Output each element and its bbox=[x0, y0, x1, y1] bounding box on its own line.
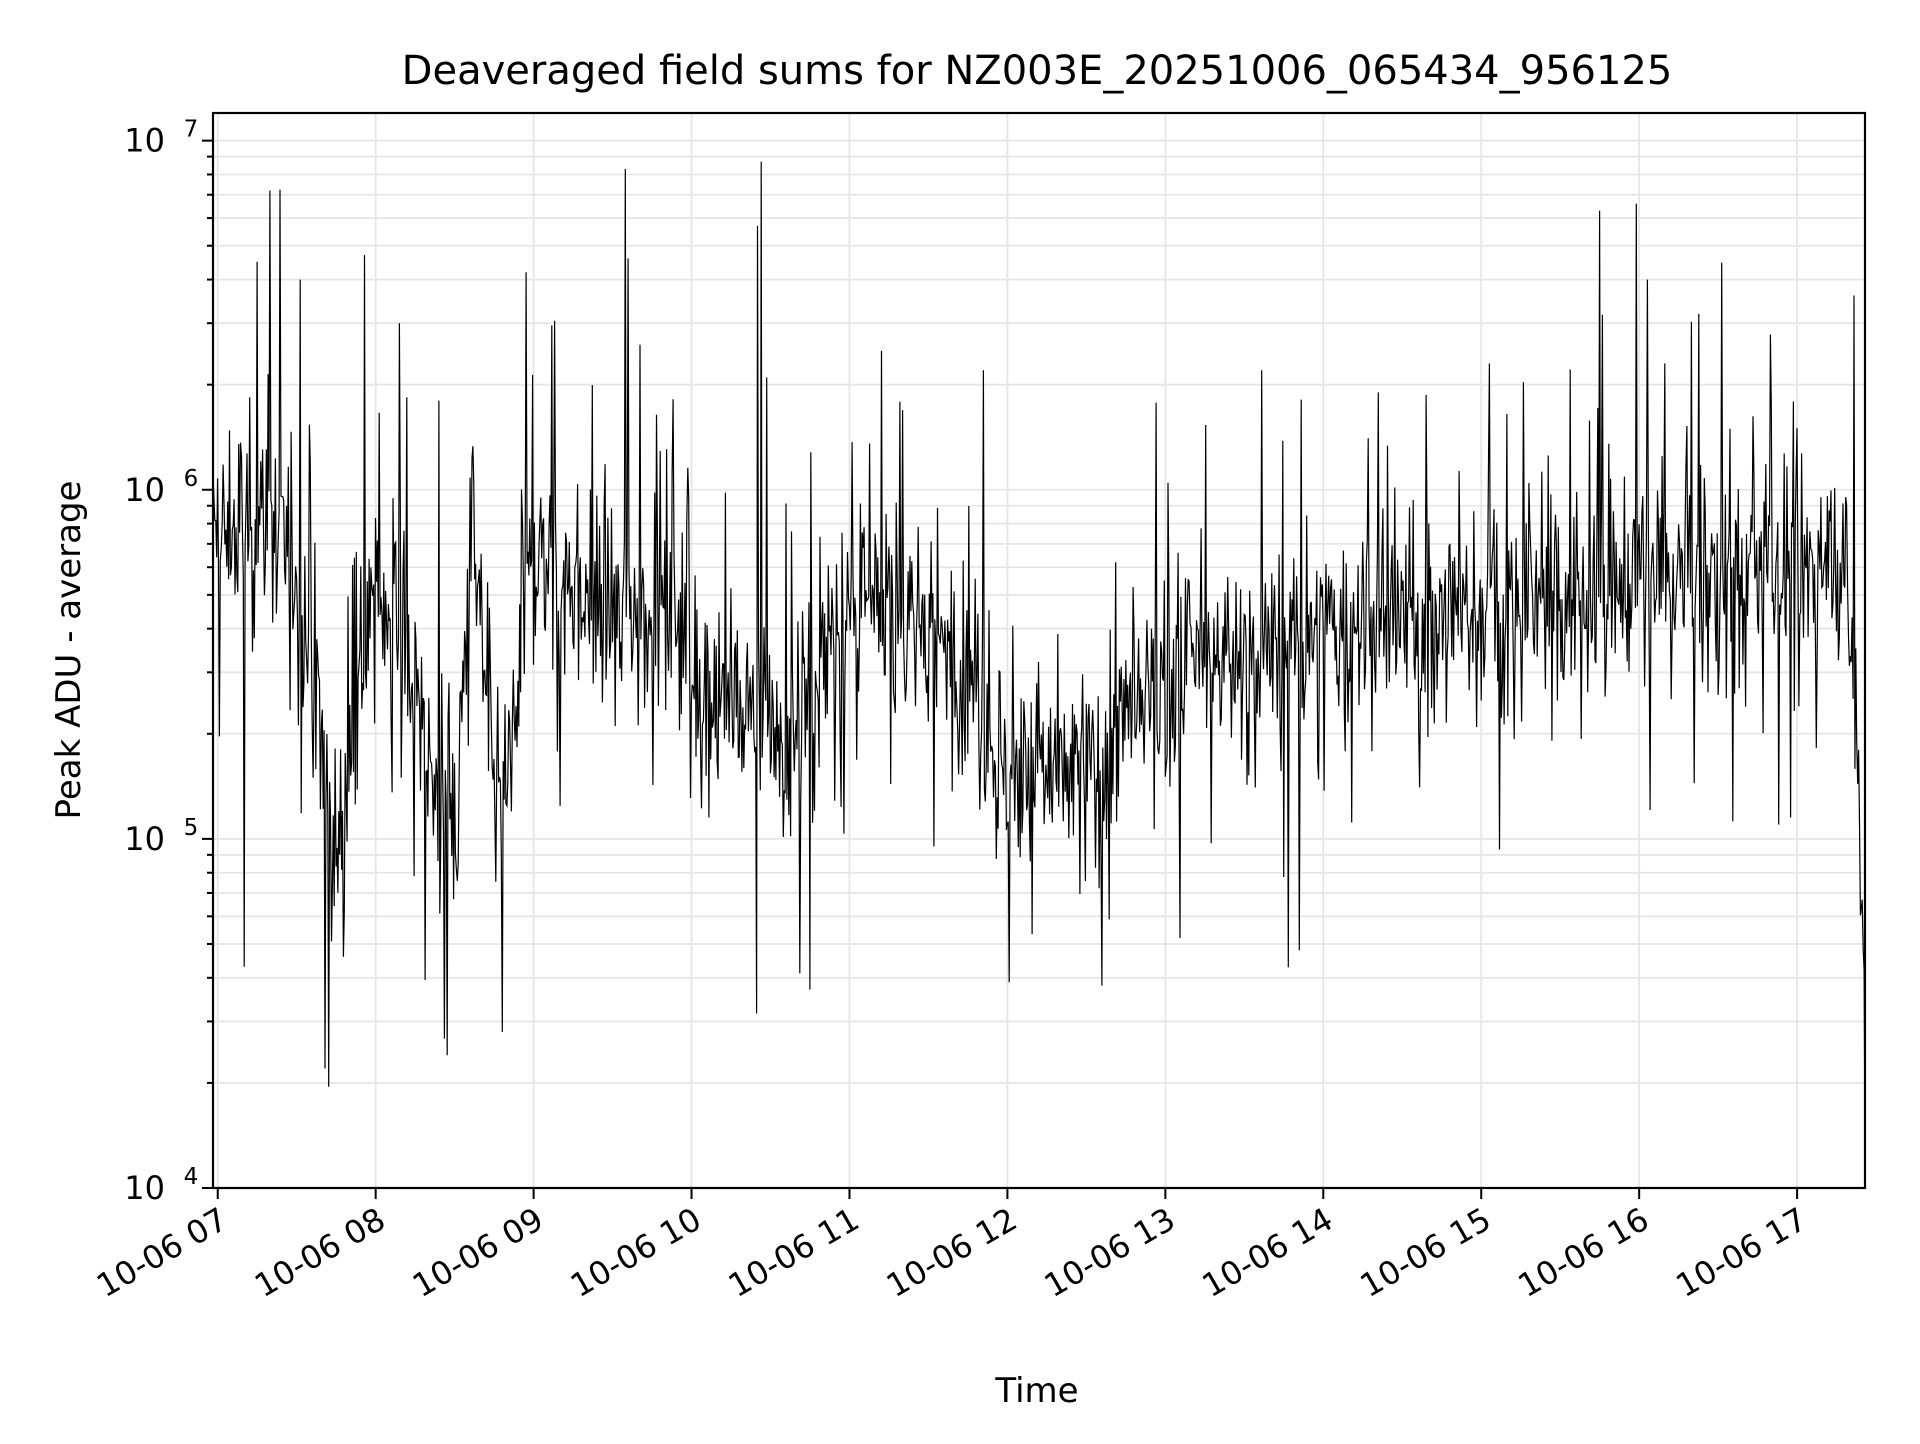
y-tick-exponent: 5 bbox=[184, 815, 199, 841]
x-tick-label: 10-06 14 bbox=[1196, 1200, 1340, 1305]
series-layer bbox=[212, 161, 1866, 1143]
x-tick-label: 10-06 11 bbox=[722, 1200, 866, 1305]
x-tick-label: 10-06 13 bbox=[1038, 1200, 1182, 1305]
grid-layer bbox=[213, 113, 1865, 1189]
y-tick-exponent: 7 bbox=[184, 117, 199, 143]
x-tick-label: 10-06 08 bbox=[248, 1200, 392, 1305]
x-axis-title: Time bbox=[994, 1371, 1078, 1411]
x-tick-label: 10-06 10 bbox=[564, 1200, 708, 1305]
y-tick-label: 10 bbox=[124, 122, 165, 160]
chart-title: Deaveraged field sums for NZ003E_2025100… bbox=[402, 48, 1673, 94]
x-tick-label: 10-06 17 bbox=[1669, 1200, 1813, 1305]
y-axis-title: Peak ADU - average bbox=[49, 481, 89, 820]
x-tick-label: 10-06 09 bbox=[406, 1200, 550, 1305]
y-tick-exponent: 4 bbox=[184, 1164, 199, 1190]
plot-frame bbox=[211, 111, 1867, 1190]
x-tick-label: 10-06 16 bbox=[1512, 1200, 1656, 1305]
series-line-peak-adu bbox=[212, 161, 1866, 1143]
y-tick-exponent: 6 bbox=[184, 466, 199, 492]
x-tick-label: 10-06 15 bbox=[1354, 1200, 1498, 1305]
x-tick-label: 10-06 07 bbox=[90, 1200, 234, 1305]
y-tick-label: 10 bbox=[124, 1169, 165, 1207]
x-tick-label: 10-06 12 bbox=[880, 1200, 1024, 1305]
y-tick-label: 10 bbox=[124, 820, 165, 858]
y-tick-label: 10 bbox=[124, 471, 165, 509]
